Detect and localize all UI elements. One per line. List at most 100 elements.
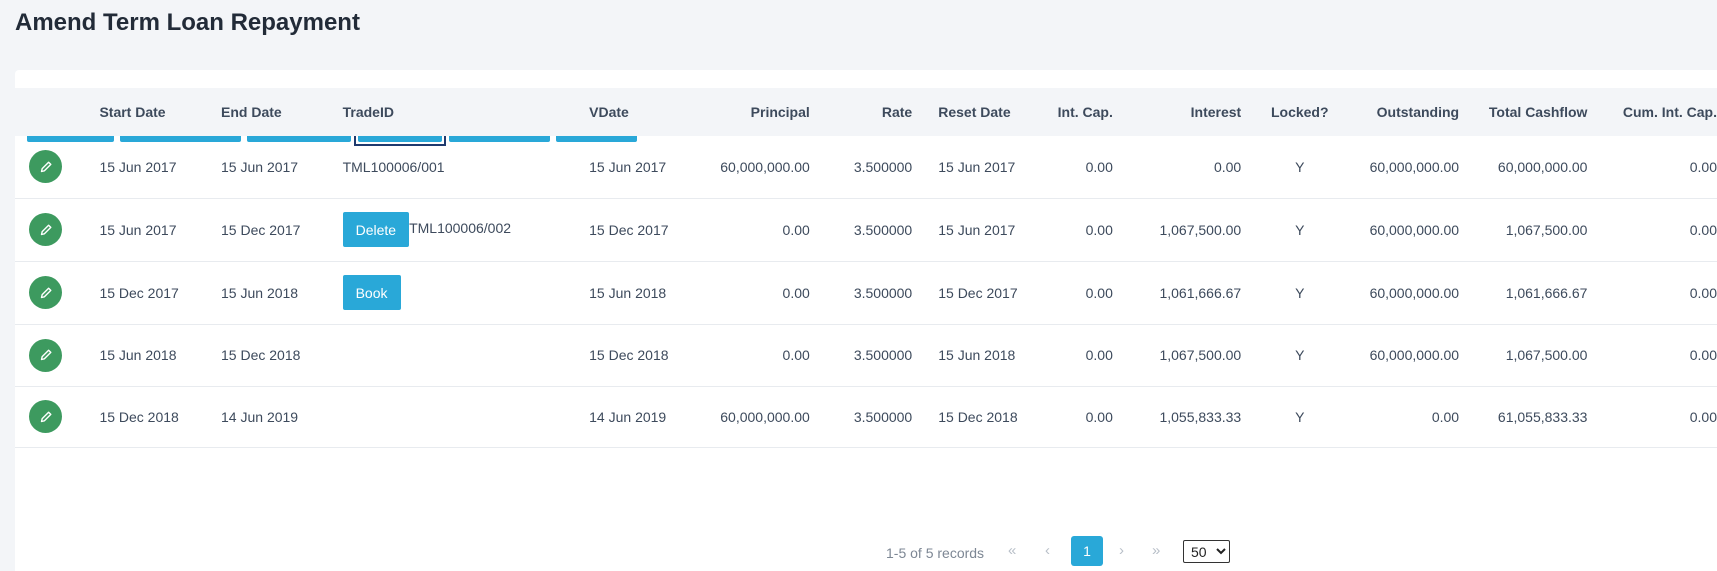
unlock-all-button[interactable]: Unlock All [246, 108, 352, 142]
interest-cell: 1,067,500.00 [1159, 221, 1242, 238]
trade-id-cell: Delete TML100006/002 [342, 198, 590, 261]
edit-cell [15, 136, 99, 198]
end-date-cell: 15 Jun 2017 [221, 158, 299, 175]
trade-id-text: TML100006/001 [342, 158, 445, 175]
col-header-rate[interactable]: Rate [881, 104, 913, 120]
download-icon [367, 119, 381, 132]
reset-date-cell: 15 Dec 2017 [938, 284, 1018, 301]
pencil-icon [40, 161, 51, 172]
first-page-icon[interactable]: « [1008, 542, 1017, 559]
principal-cell: 60,000,000.00 [720, 408, 810, 425]
last-page-icon[interactable]: » [1152, 542, 1161, 559]
outstanding-cell: 0.00 [1431, 408, 1460, 425]
vdate-cell: 15 Jun 2018 [589, 284, 667, 301]
locked-cell: Y [1295, 158, 1305, 175]
reset-date-cell: 15 Jun 2017 [938, 221, 1016, 238]
interest-cell: 1,061,666.67 [1159, 284, 1242, 301]
gear-icon [130, 119, 141, 131]
cum-int-cap-cell: 0.00 [1689, 347, 1717, 363]
repayment-table: Start Date End Date TradeID VDate Princi… [15, 88, 1717, 448]
col-header-total-cashflow[interactable]: Total Cashflow [1488, 104, 1588, 120]
trade-id-cell [343, 386, 590, 447]
col-header-start-date[interactable]: Start Date [99, 104, 166, 120]
col-header-interest[interactable]: Interest [1190, 104, 1242, 120]
rate-cell: 3.500000 [853, 221, 913, 238]
delete-button[interactable]: Delete [342, 212, 410, 247]
cum-int-cap-cell: 0.00 [1689, 408, 1717, 425]
principal-cell: 0.00 [782, 221, 810, 238]
save-icon [256, 119, 268, 131]
total-cashflow-cell: 61,055,833.33 [1497, 408, 1588, 425]
col-header-locked[interactable]: Locked? [1270, 104, 1329, 120]
int-cap-cell: 0.00 [1085, 158, 1113, 175]
col-header-int-cap[interactable]: Int. Cap. [1057, 104, 1113, 120]
rate-cell: 3.500000 [853, 284, 913, 301]
import-focus-ring: Import [354, 104, 446, 146]
start-date-cell: 15 Dec 2018 [99, 408, 179, 425]
unlock-all-label: Unlock All [276, 117, 339, 133]
total-cashflow-cell: 60,000,000.00 [1497, 158, 1588, 175]
outstanding-cell: 60,000,000.00 [1369, 284, 1460, 301]
int-cap-cell: 0.00 [1085, 284, 1113, 301]
cancel-button[interactable]: Cancel [27, 108, 114, 142]
table-row: 15 Dec 2017 15 Jun 2018 Book 15 Jun 2018… [15, 261, 1717, 324]
col-header-principal[interactable]: Principal [750, 104, 810, 120]
page-size-select[interactable]: 50 [1183, 540, 1230, 563]
rate-cell: 3.500000 [853, 158, 913, 175]
principal-cell: 60,000,000.00 [720, 158, 810, 175]
col-header-vdate[interactable]: VDate [589, 104, 629, 120]
trade-id-text: TML100006/002 [409, 220, 512, 237]
cancel-label: Cancel [57, 117, 101, 133]
edit-row-button[interactable] [29, 150, 62, 184]
end-date-cell: 15 Jun 2018 [221, 284, 299, 301]
edit-row-button[interactable] [29, 400, 62, 433]
col-header-end-date[interactable]: End Date [221, 104, 282, 120]
vdate-cell: 15 Dec 2017 [589, 221, 669, 238]
chevron-down-icon [565, 121, 577, 129]
outstanding-cell: 60,000,000.00 [1369, 347, 1460, 363]
vdate-cell: 15 Dec 2018 [589, 347, 669, 363]
trade-id-cell [343, 324, 590, 386]
rate-cell: 3.500000 [853, 408, 913, 425]
edit-row-button[interactable] [29, 213, 62, 246]
col-header-edit [15, 88, 99, 136]
locked-cell: Y [1295, 284, 1305, 301]
amortise-fee-checkbox[interactable] [777, 114, 799, 136]
edit-cell [15, 261, 99, 324]
page-number-current[interactable]: 1 [1071, 536, 1103, 566]
book-button[interactable]: Book [342, 275, 401, 310]
reset-rates-button[interactable]: Reset Rates [119, 108, 241, 142]
action-button[interactable]: Action [555, 108, 637, 142]
int-cap-cell: 0.00 [1085, 347, 1113, 363]
vdate-cell: 14 Jun 2019 [589, 408, 667, 425]
folder-open-icon [458, 119, 473, 131]
int-cap-cell: 0.00 [1085, 221, 1113, 238]
col-header-trade-id[interactable]: TradeID [342, 104, 394, 120]
table-header-row: Start Date End Date TradeID VDate Princi… [15, 88, 1717, 136]
pencil-icon [40, 411, 51, 422]
next-page-icon[interactable]: › [1119, 542, 1124, 559]
repayment-card: Cancel Reset Rates Unlock All Import Fil… [15, 70, 1717, 571]
edit-row-button[interactable] [29, 338, 62, 372]
reset-date-cell: 15 Dec 2018 [938, 408, 1018, 425]
pencil-icon [40, 287, 51, 298]
reset-rates-label: Reset Rates [150, 117, 228, 133]
col-header-cum-int-cap[interactable]: Cum. Int. Cap. [1622, 104, 1717, 120]
import-label: Import [389, 117, 429, 133]
start-date-cell: 15 Jun 2017 [99, 221, 177, 238]
cum-int-cap-cell: 0.00 [1689, 284, 1717, 301]
col-header-outstanding[interactable]: Outstanding [1376, 104, 1460, 120]
principal-cell: 0.00 [782, 347, 810, 363]
reset-date-cell: 15 Jun 2017 [938, 158, 1016, 175]
import-button[interactable]: Import [358, 108, 442, 142]
edit-row-button[interactable] [29, 276, 62, 309]
file-note-button[interactable]: File/Note [448, 108, 550, 142]
close-icon [36, 118, 49, 132]
col-header-reset-date[interactable]: Reset Date [938, 104, 1011, 120]
prev-page-icon[interactable]: ‹ [1045, 542, 1050, 559]
cum-int-cap-cell: 0.00 [1689, 158, 1717, 175]
total-cashflow-cell: 1,061,666.67 [1505, 284, 1588, 301]
start-date-cell: 15 Jun 2018 [99, 347, 177, 363]
locked-cell: Y [1295, 347, 1305, 363]
page-title: Amend Term Loan Repayment [15, 9, 360, 36]
